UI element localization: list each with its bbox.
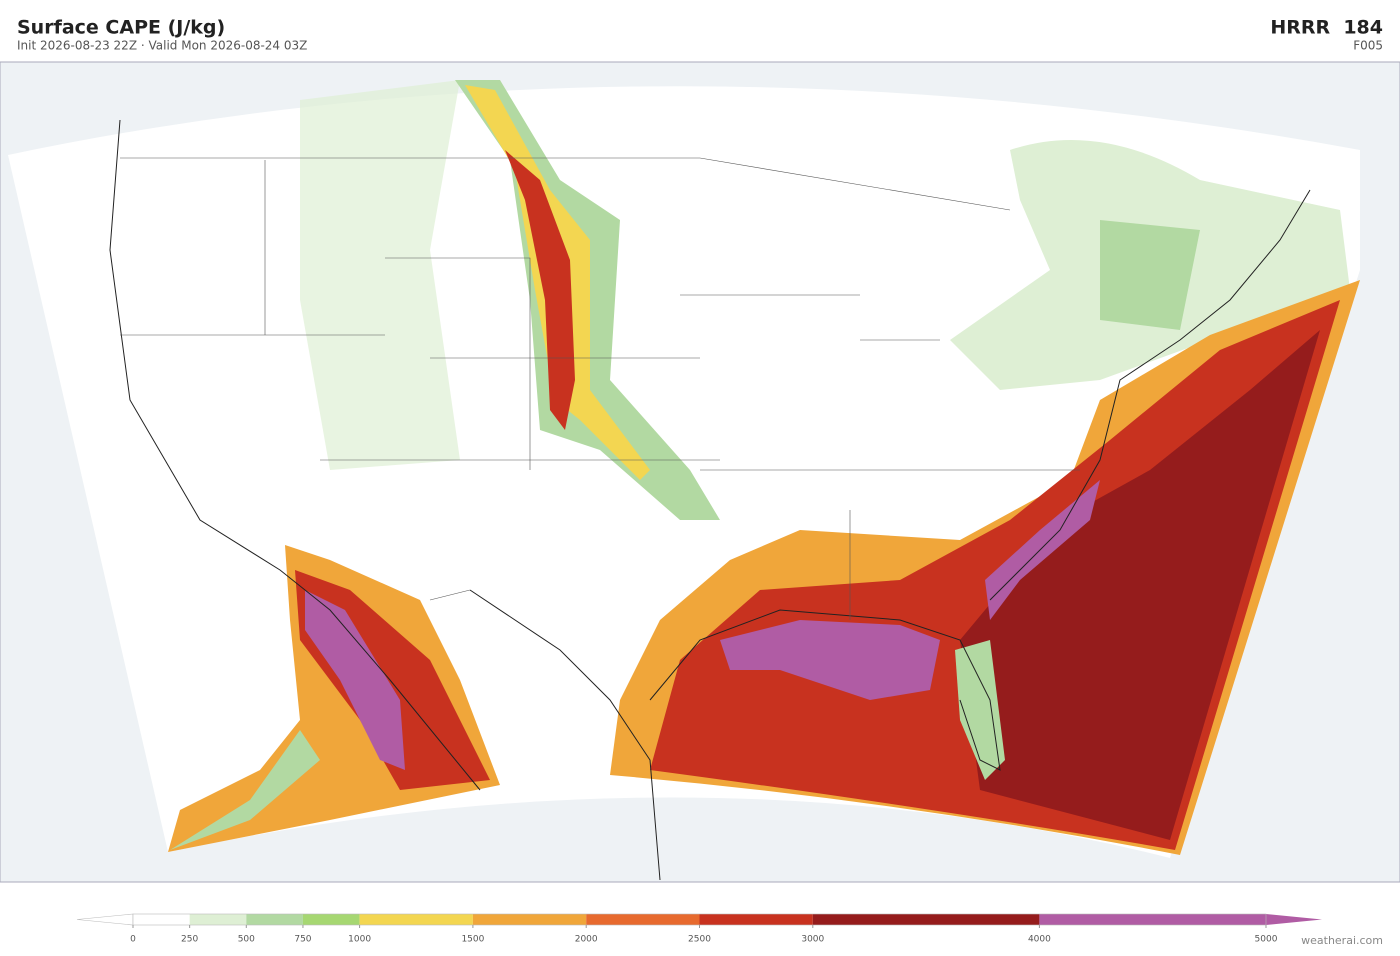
colorbar-segment xyxy=(246,914,303,925)
colorbar: 0 250 500 750 1000 1500 2000 2500 3000 4000 5000 xyxy=(76,913,1322,945)
cape-area xyxy=(985,480,1100,620)
subtitle: Init 2026-08-23 22Z · Valid Mon 2026-08-… xyxy=(17,39,307,53)
colorbar-segment xyxy=(302,914,360,925)
title: Surface CAPE (J/kg) xyxy=(17,17,225,39)
cape-area xyxy=(960,330,1320,840)
coastline xyxy=(109,119,1311,881)
colorbar-segment xyxy=(189,914,247,925)
colorbar-tick-label: 500 xyxy=(238,935,255,945)
colorbar-under xyxy=(76,913,134,926)
map xyxy=(0,61,1400,883)
colorbar-tick-label: 750 xyxy=(294,935,311,945)
cape-area xyxy=(170,730,320,850)
colorbar-segment xyxy=(359,914,473,925)
colorbar-tick-label: 1500 xyxy=(461,935,484,945)
cape-area xyxy=(955,640,1005,780)
colorbar-segment xyxy=(1039,914,1266,925)
colorbar-tick-label: 3000 xyxy=(801,935,824,945)
colorbar-tick-label: 0 xyxy=(130,935,136,945)
map-frame xyxy=(0,61,1400,883)
cape-area xyxy=(300,80,460,470)
colorbar-over xyxy=(1266,914,1322,925)
colorbar-tick-label: 250 xyxy=(181,935,198,945)
colorbar-tick-label: 4000 xyxy=(1028,935,1051,945)
state-border xyxy=(120,157,1080,620)
colorbar-tick-label: 2000 xyxy=(575,935,598,945)
colorbar-segment xyxy=(812,914,1040,925)
cape-area xyxy=(505,150,575,430)
colorbar-tick-label: 1000 xyxy=(348,935,371,945)
colorbar-segment xyxy=(472,914,587,925)
colorbar-segment xyxy=(133,914,190,925)
model: HRRR 184 xyxy=(1270,17,1383,39)
cape-area xyxy=(720,620,940,700)
colorbar-tick-label: 5000 xyxy=(1255,935,1278,945)
credit: weatherai.com xyxy=(1301,934,1383,947)
forecast-hour: F005 xyxy=(1353,39,1383,53)
colorbar-segment xyxy=(699,914,813,925)
colorbar-segment xyxy=(586,914,700,925)
colorbar-tick-label: 2500 xyxy=(688,935,711,945)
cape-area xyxy=(305,590,405,770)
cape-area xyxy=(1100,220,1200,330)
